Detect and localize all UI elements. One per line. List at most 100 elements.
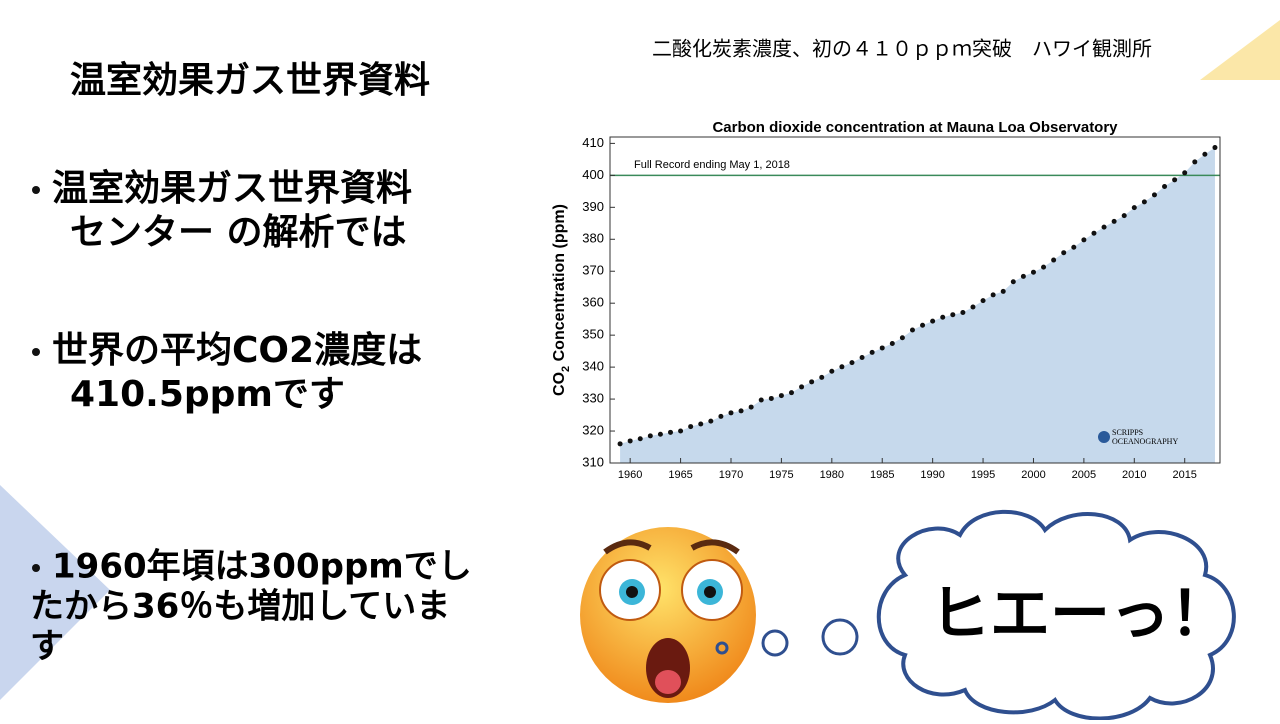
data-point xyxy=(869,349,875,355)
data-point xyxy=(960,309,966,315)
data-point xyxy=(1172,177,1178,183)
y-tick-label: 340 xyxy=(582,359,604,374)
data-point xyxy=(990,292,996,298)
x-tick-label: 2010 xyxy=(1122,469,1146,481)
x-tick-label: 1970 xyxy=(719,469,743,481)
data-point xyxy=(950,312,956,318)
thought-dot xyxy=(821,618,859,656)
chart-title: Carbon dioxide concentration at Mauna Lo… xyxy=(712,119,1118,136)
exclamation: ヒエーっ！ xyxy=(930,580,1230,650)
data-point xyxy=(1141,199,1147,205)
data-point xyxy=(809,379,815,385)
x-tick-label: 2015 xyxy=(1172,469,1196,481)
data-point xyxy=(889,340,895,346)
data-point xyxy=(758,397,764,403)
data-point xyxy=(728,410,734,416)
data-point xyxy=(1151,192,1157,198)
y-tick-label: 330 xyxy=(582,391,604,406)
data-point xyxy=(718,413,724,419)
x-tick-label: 1995 xyxy=(971,469,995,481)
data-point xyxy=(1202,151,1208,157)
data-point xyxy=(657,431,663,437)
x-tick-label: 1965 xyxy=(668,469,692,481)
data-point xyxy=(738,408,744,414)
data-point xyxy=(748,404,754,410)
slide-title: 温室効果ガス世界資料 xyxy=(70,60,430,101)
x-tick-label: 1975 xyxy=(769,469,793,481)
thought-cloud xyxy=(876,509,1236,721)
data-point xyxy=(1030,269,1036,275)
y-tick-label: 370 xyxy=(582,263,604,278)
data-point xyxy=(1212,145,1218,151)
bullet-text: 世界の平均CO2濃度は xyxy=(52,330,422,371)
data-point xyxy=(698,421,704,427)
data-point xyxy=(819,374,825,380)
data-point xyxy=(678,428,684,434)
data-point xyxy=(788,390,794,396)
data-point xyxy=(1162,184,1168,190)
y-axis-label: CO2 Concentration (ppm) xyxy=(551,204,572,396)
thought-dot xyxy=(761,629,789,657)
y-tick-label: 410 xyxy=(582,135,604,150)
y-tick-label: 320 xyxy=(582,422,604,437)
data-point xyxy=(980,298,986,304)
data-point xyxy=(667,429,673,435)
data-point xyxy=(617,441,623,447)
data-point xyxy=(899,335,905,341)
annotation: Full Record ending May 1, 2018 xyxy=(634,159,790,171)
data-point xyxy=(1121,213,1127,219)
data-point xyxy=(799,384,805,390)
header: 二酸化炭素濃度、初の４１０ｐｐｍ突破 ハワイ観測所 xyxy=(652,37,1152,61)
bullet-text: す xyxy=(30,627,64,667)
y-tick-label: 310 xyxy=(582,454,604,469)
data-point xyxy=(829,368,835,374)
data-point xyxy=(1091,230,1097,236)
data-point xyxy=(708,418,714,424)
x-tick-label: 1990 xyxy=(920,469,944,481)
data-point xyxy=(839,364,845,370)
data-point xyxy=(1051,257,1057,263)
data-point xyxy=(930,318,936,324)
y-axis-label-part: 2 xyxy=(560,366,572,372)
bullet-text: たから36％も増加していま xyxy=(30,587,450,627)
data-point xyxy=(1192,159,1198,165)
x-tick-label: 1985 xyxy=(870,469,894,481)
data-point xyxy=(940,314,946,320)
data-point xyxy=(627,438,633,444)
bullet-text: 410.5ppmです xyxy=(70,374,345,415)
data-point xyxy=(1061,250,1067,256)
data-point xyxy=(1000,288,1006,294)
x-tick-label: 2000 xyxy=(1021,469,1045,481)
data-point xyxy=(879,345,885,351)
data-point xyxy=(1182,170,1188,176)
data-point xyxy=(688,424,694,430)
deco-triangle xyxy=(0,485,110,700)
data-point xyxy=(970,304,976,310)
y-axis-label-part: Concentration (ppm) xyxy=(551,204,568,366)
data-point xyxy=(1041,264,1047,270)
deco-triangle xyxy=(1200,20,1280,80)
y-axis-label-part: CO xyxy=(551,372,568,396)
data-point xyxy=(1020,273,1026,279)
data-point xyxy=(1081,237,1087,243)
data-point xyxy=(909,327,915,333)
logo-text: OCEANOGRAPHY xyxy=(1112,437,1178,446)
shocked-face xyxy=(580,527,756,703)
data-point xyxy=(1101,224,1107,230)
data-point xyxy=(920,322,926,328)
data-point xyxy=(1071,244,1077,250)
data-point xyxy=(1010,279,1016,285)
data-point xyxy=(1111,218,1117,224)
y-tick-label: 380 xyxy=(582,231,604,246)
bullet-dot xyxy=(32,564,40,572)
x-tick-label: 1960 xyxy=(618,469,642,481)
bullet-text: センター の解析では xyxy=(70,212,407,253)
thought-dot xyxy=(715,641,729,655)
data-point xyxy=(1131,205,1137,211)
bullet-dot xyxy=(32,186,40,194)
bullet-text: 1960年頃は300ppmでし xyxy=(52,547,472,587)
x-tick-label: 2005 xyxy=(1072,469,1096,481)
data-point xyxy=(778,393,784,399)
